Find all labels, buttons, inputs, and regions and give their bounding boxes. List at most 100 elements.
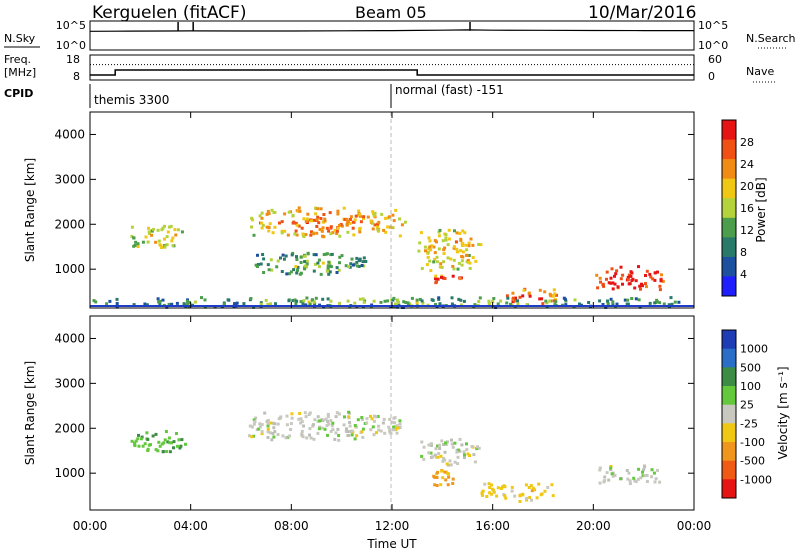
data-cell [609, 297, 613, 301]
data-cell [465, 253, 468, 257]
data-cell [443, 458, 447, 462]
data-cell [478, 296, 482, 300]
nsky-panel [89, 20, 695, 51]
data-cell [601, 303, 605, 306]
data-cell [380, 212, 384, 216]
power-colorbar-tick: 20 [740, 180, 754, 193]
data-cell [301, 302, 305, 306]
data-cell [463, 231, 467, 235]
data-cell [325, 226, 329, 230]
data-cell [383, 299, 387, 303]
data-cell [393, 425, 397, 429]
x-tick-label: 12:00 [375, 519, 410, 533]
data-cell [455, 231, 459, 235]
data-cell [467, 254, 471, 257]
data-cell [353, 301, 357, 305]
data-cell [653, 301, 657, 305]
data-cell [400, 223, 404, 227]
data-cell [377, 424, 381, 428]
data-cell [670, 302, 674, 306]
data-cell [314, 206, 318, 210]
power-ylabel: Slant Range [km] [23, 158, 37, 262]
data-cell [539, 493, 543, 497]
data-cell [299, 300, 303, 304]
data-cell [438, 443, 441, 447]
data-cell [175, 301, 179, 305]
data-cell [425, 263, 429, 267]
data-cell [465, 442, 468, 446]
data-cell [343, 218, 347, 221]
data-cell [305, 262, 309, 266]
data-cell [424, 249, 427, 253]
data-cell [306, 212, 310, 216]
data-cell [538, 288, 542, 292]
data-cell [453, 229, 456, 233]
data-cell [145, 303, 149, 307]
data-cell [392, 296, 396, 300]
data-cell [606, 299, 609, 303]
data-cell [369, 414, 372, 418]
data-cell [351, 263, 355, 267]
data-cell [273, 430, 277, 434]
data-cell [357, 209, 361, 213]
data-cell [477, 242, 481, 246]
data-cell [355, 260, 359, 264]
data-cell [438, 228, 442, 232]
velocity-colorbar-swatch [722, 460, 736, 480]
data-cell [395, 431, 399, 435]
nsky-line [89, 29, 694, 32]
data-cell [249, 297, 253, 300]
data-cell [350, 257, 354, 261]
power-colorbar-swatch [722, 198, 736, 219]
data-cell [510, 485, 514, 489]
data-cell [295, 255, 298, 259]
data-cell [346, 299, 350, 303]
data-cell [271, 231, 275, 235]
data-cell [662, 302, 666, 306]
data-cell [300, 226, 304, 230]
data-cell [259, 262, 263, 266]
data-cell [440, 275, 443, 279]
power-colorbar-label: Power [dB] [754, 177, 768, 242]
data-cell [619, 477, 623, 481]
data-cell [157, 440, 161, 444]
data-cell [656, 468, 659, 472]
data-cell [266, 263, 270, 267]
data-cell [404, 301, 408, 304]
data-cell [639, 476, 643, 480]
data-cell [633, 479, 637, 483]
data-cell [261, 223, 265, 227]
data-cell [469, 237, 473, 241]
data-cell [258, 422, 262, 426]
data-cell [444, 441, 448, 445]
data-cell [335, 232, 339, 235]
data-cell [283, 212, 287, 216]
data-cell [257, 427, 261, 431]
data-cell [261, 253, 265, 256]
data-cell [354, 425, 358, 429]
data-cell [280, 231, 284, 235]
data-cell [631, 277, 635, 281]
data-cell [488, 486, 492, 489]
data-cell [150, 233, 154, 237]
data-cell [130, 225, 134, 229]
data-cell [256, 265, 259, 268]
data-cell [322, 305, 326, 309]
data-cell [303, 260, 307, 264]
data-cell [450, 302, 454, 306]
data-cell [329, 232, 333, 236]
nsky-label: N.Sky [4, 32, 36, 45]
data-cell [170, 302, 174, 306]
data-cell [384, 230, 388, 234]
data-cell [300, 429, 304, 433]
data-cell [324, 417, 328, 421]
data-cell [505, 301, 509, 305]
data-cell [603, 475, 607, 479]
data-cell [161, 298, 165, 302]
data-cell [300, 420, 304, 424]
data-cell [598, 276, 602, 280]
data-cell [168, 450, 172, 454]
data-cell [280, 229, 284, 233]
velocity-data-cells [130, 410, 662, 503]
data-cell [499, 487, 503, 490]
